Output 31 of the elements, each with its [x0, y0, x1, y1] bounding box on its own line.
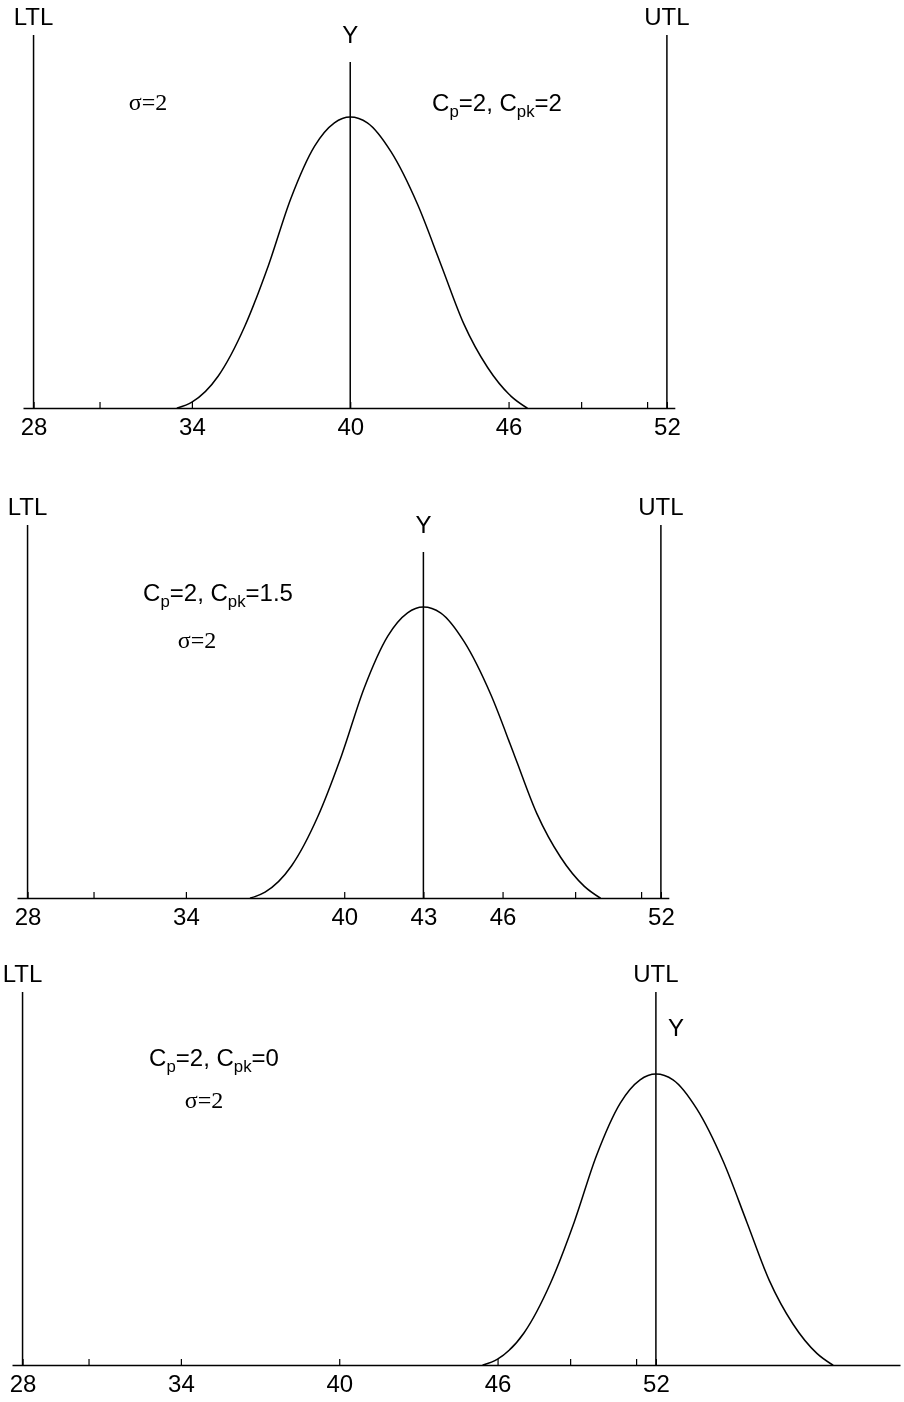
annotation: σ=2 [184, 1087, 224, 1113]
x-tick-label: 34 [168, 1370, 195, 1398]
x-tick-label: 34 [173, 903, 200, 931]
annotation: C$_{p}$=2, C$_{pk}$=2 [432, 88, 562, 121]
annotation: σ=2 [177, 627, 217, 653]
x-tick-label: 40 [331, 903, 359, 931]
x-tick-label: 28 [20, 413, 48, 441]
ref-line-label: UTL [644, 2, 690, 30]
ref-line-label: LTL [2, 959, 43, 987]
x-tick-label: 52 [643, 1370, 670, 1398]
ref-line-label: UTL [633, 959, 679, 987]
ref-line-label: LTL [13, 2, 54, 30]
annotation: C$_{p}$=2, C$_{pk}$=1.5 [143, 578, 293, 611]
x-tick-label: 43 [410, 903, 438, 931]
x-tick-label: 52 [654, 413, 681, 441]
x-tick-label: 34 [179, 413, 206, 441]
annotation: Y [667, 1013, 684, 1041]
text: σ=2 [128, 89, 168, 115]
x-tick-label: 46 [489, 903, 517, 931]
annotation: C$_{p}$=2, C$_{pk}$=0 [149, 1043, 279, 1076]
x-tick-label: 28 [9, 1370, 37, 1398]
x-tick-label: 28 [14, 903, 42, 931]
x-tick-label: 52 [648, 903, 675, 931]
x-tick-label: 40 [326, 1370, 354, 1398]
x-tick-label: 46 [495, 413, 523, 441]
ref-line-label: Y [342, 20, 359, 48]
ref-line-label: UTL [638, 492, 684, 520]
ref-line-label: Y [415, 510, 432, 538]
ref-line-label: LTL [7, 492, 48, 520]
x-tick-label: 40 [337, 413, 365, 441]
x-tick-label: 46 [484, 1370, 512, 1398]
